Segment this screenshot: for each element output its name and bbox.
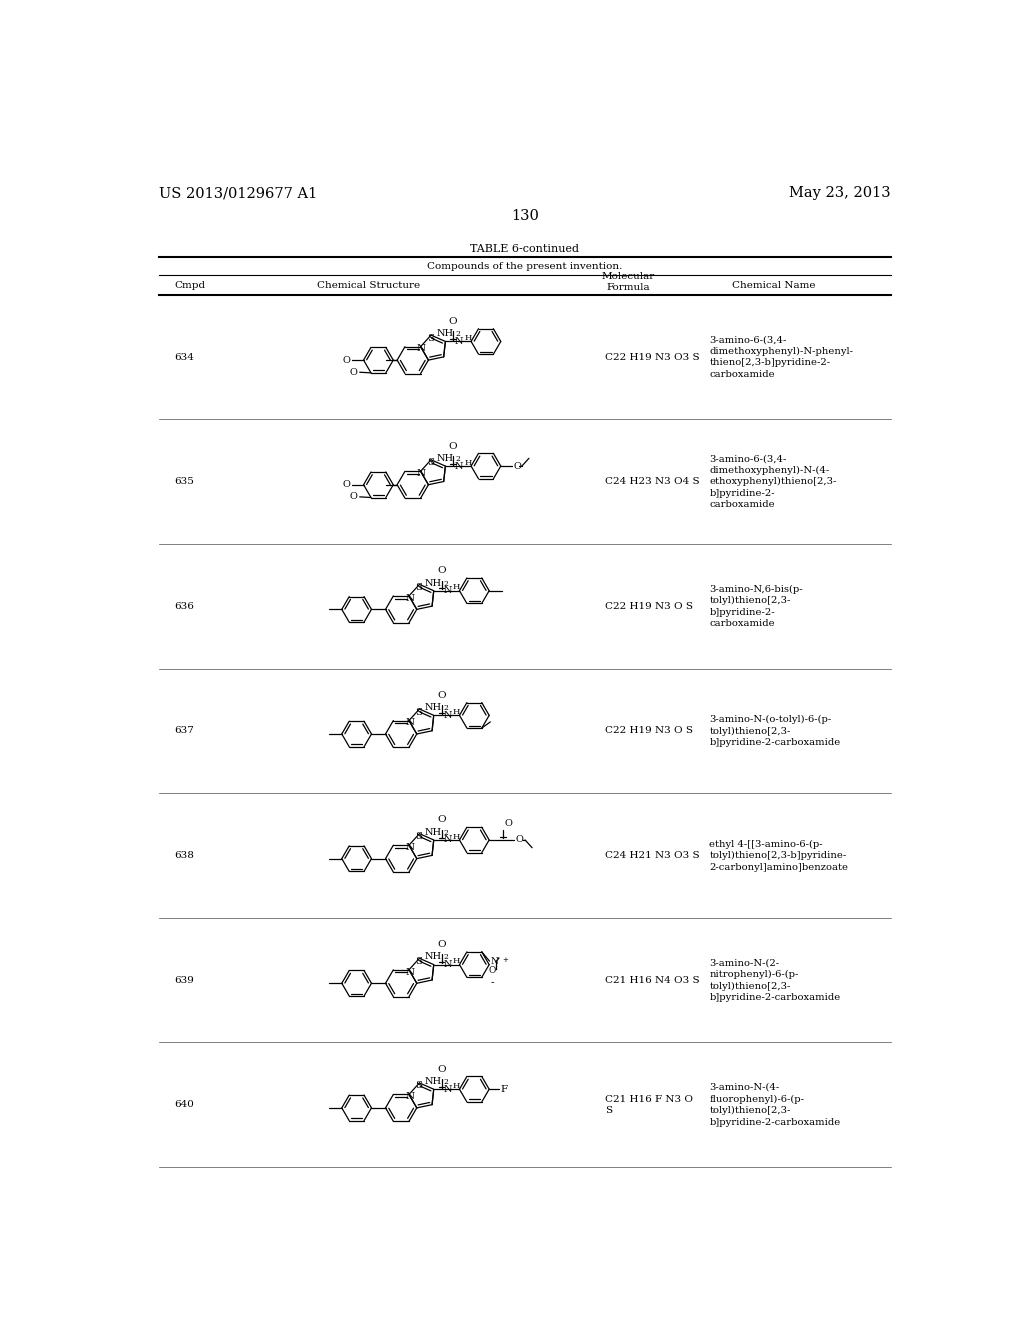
Text: N: N [406,968,415,977]
Text: N: N [455,337,463,346]
Text: 2: 2 [443,579,449,587]
Text: N: N [406,594,415,603]
Text: Chemical Structure: Chemical Structure [316,281,420,290]
Text: 2: 2 [443,1078,449,1086]
Text: N: N [417,345,426,354]
Text: NH: NH [425,704,442,713]
Text: ethyl 4-[[3-amino-6-(p-
tolyl)thieno[2,3-b]pyridine-
2-carbonyl]amino]benzoate: ethyl 4-[[3-amino-6-(p- tolyl)thieno[2,3… [710,840,848,871]
Text: NH: NH [425,828,442,837]
Text: O: O [349,492,357,502]
Text: 2: 2 [456,455,460,463]
Text: S: S [415,708,422,717]
Text: C22 H19 N3 O S: C22 H19 N3 O S [604,726,692,735]
Text: O: O [437,566,445,576]
Text: 636: 636 [174,602,195,611]
Text: 3-amino-N-(2-
nitrophenyl)-6-(p-
tolyl)thieno[2,3-
b]pyridine-2-carboxamide: 3-amino-N-(2- nitrophenyl)-6-(p- tolyl)t… [710,958,841,1002]
Text: O: O [513,462,521,470]
Text: O: O [449,317,458,326]
Text: N: N [443,586,452,595]
Text: O: O [516,836,523,845]
Text: N: N [443,960,452,969]
Text: 3-amino-N-(o-tolyl)-6-(p-
tolyl)thieno[2,3-
b]pyridine-2-carboxamide: 3-amino-N-(o-tolyl)-6-(p- tolyl)thieno[2… [710,715,841,747]
Text: N: N [443,1085,452,1094]
Text: NH: NH [425,953,442,961]
Text: 3-amino-6-(3,4-
dimethoxyphenyl)-N-(4-
ethoxyphenyl)thieno[2,3-
b]pyridine-2-
ca: 3-amino-6-(3,4- dimethoxyphenyl)-N-(4- e… [710,454,837,510]
Text: O: O [349,368,357,376]
Text: 130: 130 [511,209,539,223]
Text: O: O [505,818,513,828]
Text: H: H [453,957,460,965]
Text: Cmpd: Cmpd [174,281,206,290]
Text: C24 H21 N3 O3 S: C24 H21 N3 O3 S [604,851,699,861]
Text: O: O [437,940,445,949]
Text: S: S [415,583,422,591]
Text: C22 H19 N3 O S: C22 H19 N3 O S [604,602,692,611]
Text: 638: 638 [174,851,195,861]
Text: O: O [342,355,350,364]
Text: US 2013/0129677 A1: US 2013/0129677 A1 [159,186,317,201]
Text: O: O [437,690,445,700]
Text: 637: 637 [174,726,195,735]
Text: H: H [453,1082,460,1090]
Text: +: + [502,957,508,964]
Text: 2: 2 [443,829,449,837]
Text: NH: NH [436,329,454,338]
Text: Chemical Name: Chemical Name [732,281,816,290]
Text: N: N [406,1092,415,1101]
Text: H: H [453,833,460,841]
Text: S: S [415,957,422,966]
Text: 3-amino-N,6-bis(p-
tolyl)thieno[2,3-
b]pyridine-2-
carboxamide: 3-amino-N,6-bis(p- tolyl)thieno[2,3- b]p… [710,585,803,628]
Text: N: N [443,836,452,845]
Text: NH: NH [436,454,454,463]
Text: 635: 635 [174,477,195,486]
Text: H: H [453,583,460,591]
Text: O: O [437,816,445,825]
Text: O: O [489,966,497,975]
Text: 2: 2 [456,330,460,338]
Text: S: S [415,1081,422,1090]
Text: -: - [490,977,495,986]
Text: 3-amino-6-(3,4-
dimethoxyphenyl)-N-phenyl-
thieno[2,3-b]pyridine-2-
carboxamide: 3-amino-6-(3,4- dimethoxyphenyl)-N-pheny… [710,335,853,379]
Text: H: H [453,708,460,717]
Text: 640: 640 [174,1101,195,1109]
Text: Molecular
Formula: Molecular Formula [601,272,654,292]
Text: TABLE 6-continued: TABLE 6-continued [470,244,580,255]
Text: C24 H23 N3 O4 S: C24 H23 N3 O4 S [604,477,699,486]
Text: C21 H16 N4 O3 S: C21 H16 N4 O3 S [604,975,699,985]
Text: S: S [415,832,422,841]
Text: O: O [437,1065,445,1073]
Text: F: F [500,1085,507,1094]
Text: N: N [417,469,426,478]
Text: S: S [427,334,434,343]
Text: NH: NH [425,1077,442,1086]
Text: C21 H16 F N3 O
S: C21 H16 F N3 O S [604,1094,692,1115]
Text: O: O [342,480,350,490]
Text: 3-amino-N-(4-
fluorophenyl)-6-(p-
tolyl)thieno[2,3-
b]pyridine-2-carboxamide: 3-amino-N-(4- fluorophenyl)-6-(p- tolyl)… [710,1082,841,1127]
Text: N: N [455,462,463,470]
Text: N: N [406,718,415,727]
Text: H: H [464,334,471,342]
Text: 634: 634 [174,352,195,362]
Text: May 23, 2013: May 23, 2013 [788,186,891,201]
Text: O: O [449,442,458,450]
Text: N: N [406,843,415,851]
Text: H: H [464,459,471,467]
Text: S: S [427,458,434,467]
Text: 2: 2 [443,953,449,961]
Text: Compounds of the present invention.: Compounds of the present invention. [427,261,623,271]
Text: N: N [443,711,452,719]
Text: C22 H19 N3 O3 S: C22 H19 N3 O3 S [604,352,699,362]
Text: N: N [490,957,499,966]
Text: 2: 2 [443,704,449,713]
Text: 639: 639 [174,975,195,985]
Text: NH: NH [425,578,442,587]
